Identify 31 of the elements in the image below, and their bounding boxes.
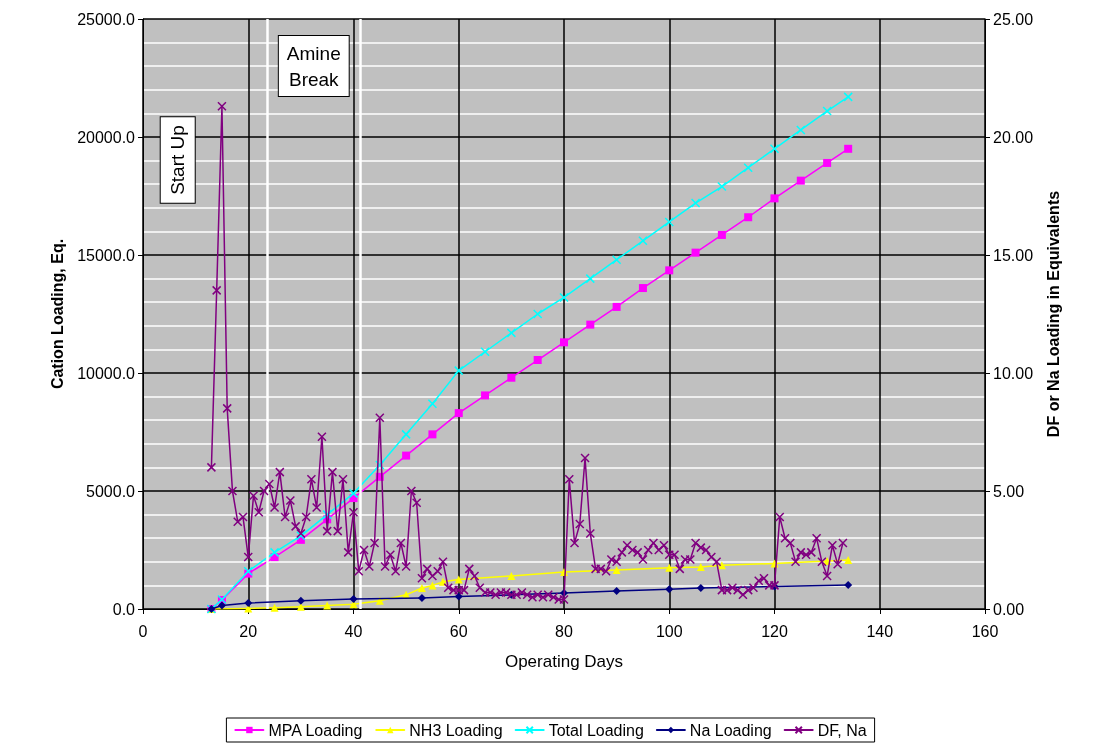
y2-tick-label: 10.00 bbox=[993, 364, 1034, 382]
legend-label: Total Loading bbox=[548, 721, 644, 739]
annotation: Start Up bbox=[167, 125, 189, 195]
x-tick-label: 0 bbox=[138, 622, 148, 640]
y-tick-label: 10000.0 bbox=[77, 364, 136, 382]
y-tick-label: 25000.0 bbox=[77, 10, 136, 28]
y2-tick-label: 20.00 bbox=[993, 128, 1034, 146]
y2-tick-label: 25.00 bbox=[993, 10, 1034, 28]
legend-label: Na Loading bbox=[689, 721, 772, 739]
x-tick-label: 140 bbox=[866, 622, 894, 640]
legend-label: NH3 Loading bbox=[409, 721, 503, 739]
x-axis-title: Operating Days bbox=[504, 652, 624, 671]
y2-tick-label: 0.00 bbox=[993, 600, 1025, 618]
y-tick-label: 0.0 bbox=[112, 600, 136, 618]
y2-tick-label: 5.00 bbox=[993, 482, 1025, 500]
y-tick-label: 5000.0 bbox=[86, 482, 136, 500]
legend-label: MPA Loading bbox=[268, 721, 363, 739]
legend-label: DF, Na bbox=[817, 721, 867, 739]
x-tick-label: 20 bbox=[239, 622, 258, 640]
x-tick-label: 120 bbox=[761, 622, 788, 640]
y-tick-label: 20000.0 bbox=[77, 128, 136, 146]
y-axis-title: Cation Loading, Eq. bbox=[48, 238, 66, 390]
annotation: Amine Break bbox=[286, 42, 341, 90]
x-tick-label: 40 bbox=[344, 622, 363, 640]
x-tick-label: 100 bbox=[655, 622, 683, 640]
y2-tick-label: 15.00 bbox=[993, 246, 1034, 264]
y2-axis-title: DF or Na Loading in Equivalents bbox=[1044, 190, 1062, 438]
x-tick-label: 80 bbox=[555, 622, 573, 640]
x-tick-label: 160 bbox=[971, 622, 999, 640]
y-tick-label: 15000.0 bbox=[77, 246, 136, 264]
x-tick-label: 60 bbox=[449, 622, 468, 640]
